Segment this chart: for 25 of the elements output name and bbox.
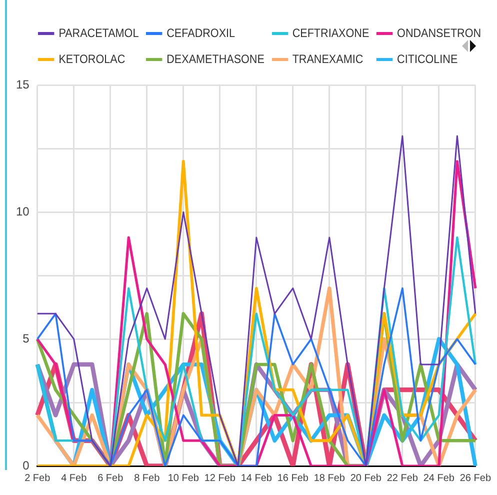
legend-label: KETOROLAC xyxy=(58,52,126,66)
x-tick-label: 4 Feb xyxy=(61,472,88,484)
legend-label: CITICOLINE xyxy=(397,52,458,66)
y-tick-label: 5 xyxy=(22,331,30,346)
x-tick-label: 24 Feb xyxy=(423,472,455,484)
x-tick-label: 18 Feb xyxy=(314,472,346,484)
x-tick-label: 20 Feb xyxy=(350,472,382,484)
y-tick-label: 15 xyxy=(16,78,30,92)
y-tick-label: 10 xyxy=(16,204,30,218)
x-tick-label: 10 Feb xyxy=(168,472,200,484)
x-tick-label: 6 Feb xyxy=(98,472,124,484)
legend-label: TRANEXAMIC xyxy=(292,52,364,66)
x-tick-label: 12 Feb xyxy=(204,472,236,484)
x-tick-label: 22 Feb xyxy=(386,472,418,484)
x-tick-label: 26 Feb xyxy=(460,472,492,484)
legend-label: DEXAMETHASONE xyxy=(166,52,264,66)
y-tick-label: 0 xyxy=(22,458,30,472)
legend-label: CEFADROXIL xyxy=(166,26,236,40)
legend-label: ONDANSETRON xyxy=(397,26,482,40)
x-tick-label: 16 Feb xyxy=(277,472,309,484)
legend-label: CEFTRIAXONE xyxy=(292,26,370,40)
x-tick-label: 14 Feb xyxy=(240,472,272,484)
x-tick-label: 2 Feb xyxy=(24,472,51,484)
x-tick-label: 8 Feb xyxy=(134,472,160,484)
legend-label: PARACETAMOL xyxy=(58,26,139,40)
